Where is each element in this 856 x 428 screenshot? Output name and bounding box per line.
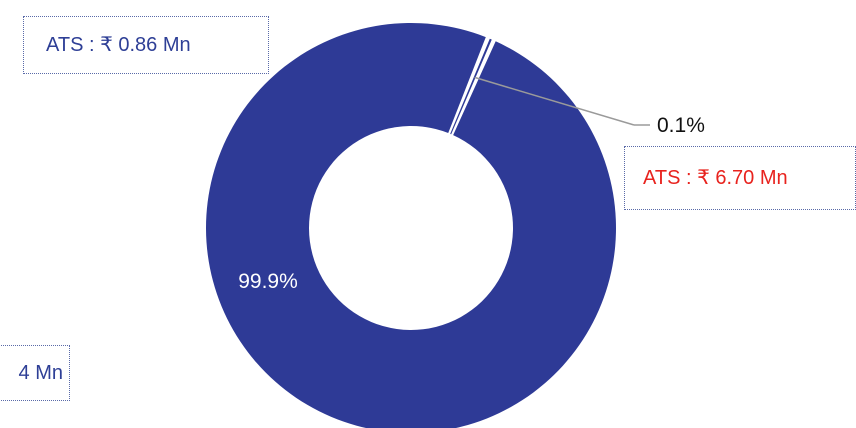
ats-callout-bottom-left: 4 Mn [0, 345, 70, 401]
ats-callout-top-left: ATS : ₹ 0.86 Mn [23, 16, 269, 74]
ats-callout-right: ATS : ₹ 6.70 Mn [624, 146, 856, 210]
leader-line [474, 76, 635, 126]
slice-0-1-percent[interactable] [450, 38, 492, 135]
ats-text-bottom-left: 4 Mn [18, 362, 63, 384]
ats-text-top-left: ATS : ₹ 0.86 Mn [46, 34, 191, 56]
slice-99-9-percent[interactable] [206, 23, 616, 428]
slice-label-0-1: 0.1% [657, 114, 705, 137]
slice-label-99-9: 99.9% [238, 270, 298, 293]
ats-text-right: ATS : ₹ 6.70 Mn [643, 167, 788, 189]
